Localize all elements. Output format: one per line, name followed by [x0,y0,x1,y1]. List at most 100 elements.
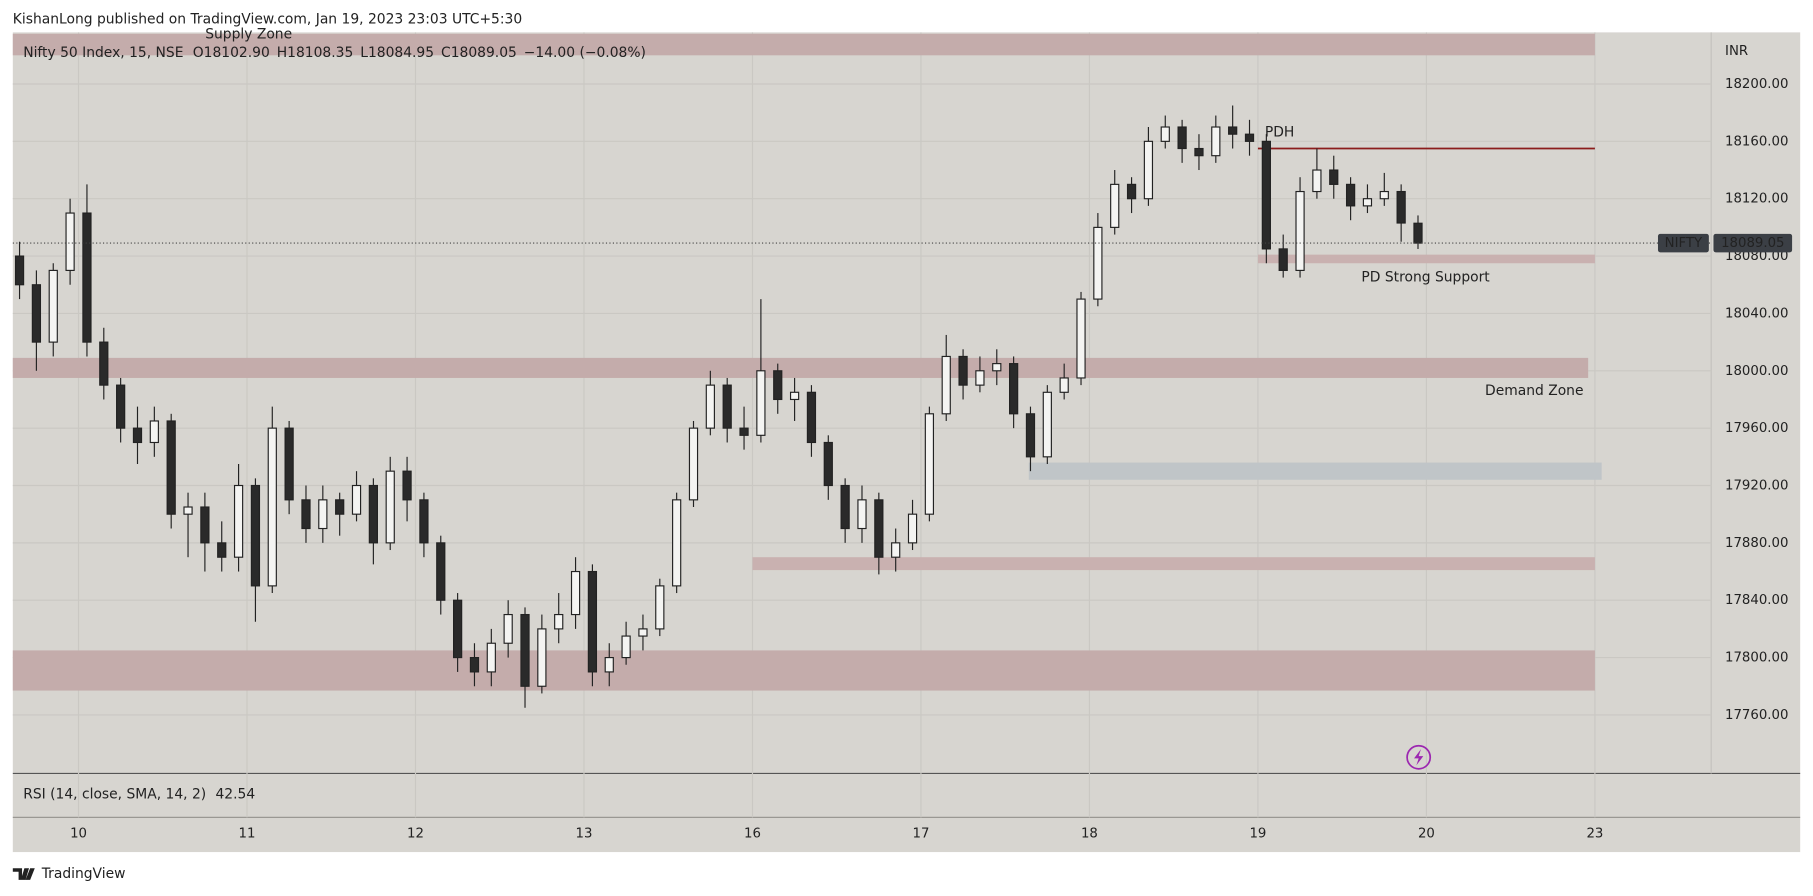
candle-body [1093,226,1103,300]
candle-body [672,499,682,587]
candle-body [688,427,699,501]
y-tick-label: 18160.00 [1725,134,1788,149]
legend-change: −14.00 (−0.08%) [524,45,646,61]
legend-high: H18108.35 [277,45,354,61]
alert-icon[interactable] [1406,744,1432,770]
logo-mark [12,868,35,880]
candle-body [1329,169,1339,185]
candle-body [318,499,328,530]
candle-body [419,499,429,544]
candle-body [1228,126,1238,135]
candle-body [739,427,749,436]
rsi-name: RSI (14, close, SMA, 14, 2) [23,786,206,802]
y-tick-label: 17960.00 [1725,421,1788,436]
candle-body [705,384,715,429]
candle-body [1143,140,1154,200]
candle-body [1295,190,1305,271]
legend-symbol: Nifty 50 Index, 15, NSE O18102.90 H18108.3… [23,45,646,61]
candles [12,105,1712,708]
candle-body [1261,140,1271,250]
candle-body [638,628,648,637]
candle-body [891,542,901,558]
candle-body [267,427,277,587]
alert-icon-bolt [1414,749,1424,766]
x-tick-label: 23 [1586,827,1603,842]
candle-body [82,212,92,343]
candle-body [335,499,345,515]
rsi-value: 42.54 [215,786,255,802]
candle-body [368,484,378,544]
candle-body [217,542,227,558]
candle-body [520,613,530,687]
candle-body [806,391,817,444]
pdh-label: PDH [1265,124,1294,140]
candle-body [200,506,210,544]
legend-close: C18089.05 [441,45,517,61]
x-tick-label: 13 [576,827,593,842]
candle-body [840,484,850,530]
y-tick-label: 17880.00 [1725,536,1788,551]
legend-low: L18084.95 [360,45,434,61]
candle-body [924,413,935,515]
x-tick-label: 12 [407,827,424,842]
candle-body [1025,413,1036,458]
candle-body [65,212,75,271]
candle-body [992,363,1002,372]
candle-body [975,370,985,386]
candle-body [31,284,42,343]
legend-symbol-text: Nifty 50 Index, 15, NSE [23,45,183,61]
price-tag-value: 18089.05 [1721,236,1784,251]
y-tick-label: 17840.00 [1725,593,1788,608]
candle-body [1413,222,1423,244]
y-tick-label: 18040.00 [1725,306,1788,321]
candle-body [469,656,480,673]
chart-background [12,32,1801,853]
candle-body [48,269,58,343]
candle-body [1042,391,1052,458]
candle-body [1278,248,1288,271]
candle-body [857,499,867,530]
candle-body [874,499,884,558]
candle-body [1009,363,1019,415]
candle-body [385,470,395,544]
candle-body [1211,126,1221,157]
price-tag-name: NIFTY [1665,236,1703,251]
candle-body [823,441,833,487]
y-tick-label: 17800.00 [1725,651,1788,666]
candle-body [1110,183,1120,228]
zone [1028,462,1602,480]
y-tick-label: 18200.00 [1725,77,1788,92]
candle-body [907,513,918,544]
candle-body [132,427,143,444]
candle-body [166,420,176,515]
candle-body [537,628,547,687]
candle-body [1379,190,1389,200]
candle-body [756,370,766,436]
y-tick-label: 18120.00 [1725,192,1788,207]
candle-body [503,613,513,644]
candle-body [301,499,311,530]
candle-body [1194,147,1204,157]
candle-body [1312,169,1322,193]
zone [12,33,1595,56]
candle-body [655,585,665,630]
zone [752,557,1595,571]
candle-body [554,613,564,630]
y-tick-label: 17760.00 [1725,708,1788,723]
y-tick-label: 17920.00 [1725,479,1788,494]
candle-body [1396,190,1406,224]
candle-body [14,255,25,286]
candle-body [116,384,126,429]
candle-body [149,420,159,444]
x-tick-label: 20 [1418,827,1435,842]
labels: 17760.00 17800.00 17840.00 17880.00 17920.00… [70,27,1793,842]
candle-body [1126,183,1137,200]
candle-body [1160,126,1170,142]
candle-body [789,391,800,401]
candle-body [351,484,362,515]
price-tag-bg [1713,233,1793,253]
candle-body [1345,183,1356,207]
candle-body [773,370,783,401]
candle-body [250,484,261,587]
